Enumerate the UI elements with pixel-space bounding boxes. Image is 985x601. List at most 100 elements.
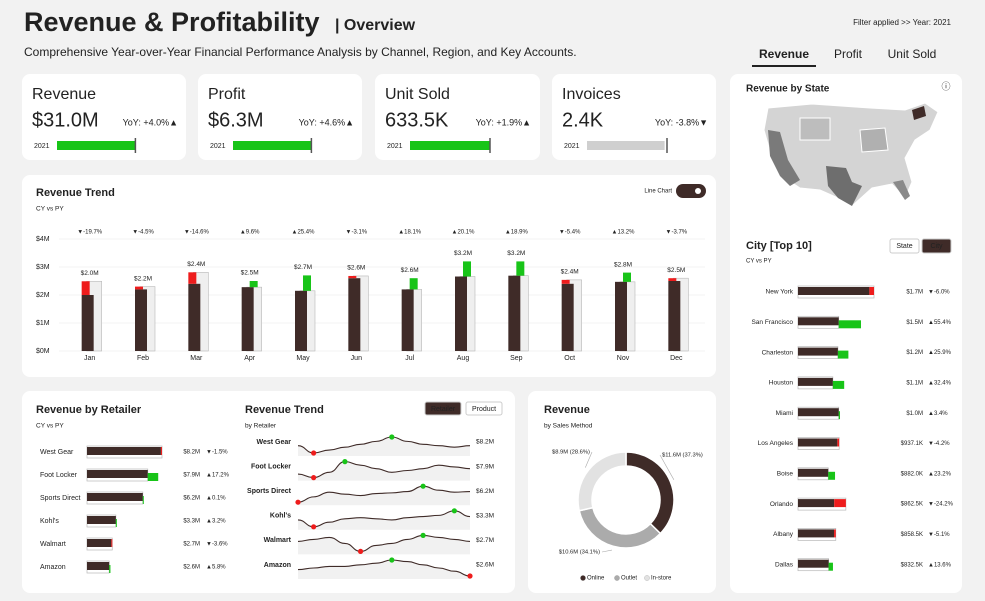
yoy-label: ▲3.4% [928,411,948,417]
legend-label: Outlet [621,576,637,582]
cy-bar [798,468,829,477]
cy-bar [798,408,839,417]
variance-bar [463,261,471,277]
yoy-label: ▼-19.7% [77,230,103,236]
category-label: Walmart [40,541,66,548]
variance-bar [561,279,570,284]
kpi-value: 633.5K [385,109,449,131]
cy-bar [668,281,681,351]
filter-note: Filter applied >> Year: 2021 [853,18,951,27]
toggle-button[interactable] [465,401,503,416]
value-label: $882.0K [901,471,923,477]
chart-title: Revenue [544,404,590,416]
variance-bar [147,473,159,481]
yoy-label: ▲17.2% [206,473,230,479]
yoy-label: ▼-4.2% [928,441,950,447]
sparkline-area [298,486,470,506]
variance-bar [834,499,846,508]
category-label: Boise [777,471,794,478]
sparkline-area [298,560,470,579]
variance-bar [834,529,836,538]
cy-bar [561,283,574,351]
kpi-bar [587,141,665,150]
series-label: $2.7M [476,537,494,544]
cy-bar [87,516,116,524]
variance-bar [81,281,90,295]
map-state [859,127,889,153]
yoy-label: ▲23.2% [928,471,952,477]
cy-bar [508,275,521,351]
min-point [357,548,364,555]
x-tick-label: Jan [84,355,95,362]
toggle-button[interactable] [424,401,462,416]
yoy-label: ▼-5.1% [928,532,950,538]
cy-bar [401,289,414,351]
toggle-button[interactable] [889,238,920,254]
series-name: Sports Direct [247,488,292,495]
kpi-bar [57,141,136,150]
yoy-label: ▲0.1% [206,496,226,502]
legend-swatch [580,575,586,581]
value-label: $2.7M [294,264,312,271]
value-label: $1.1M [906,380,923,386]
kpi-bar [233,141,312,150]
variance-bar [188,272,197,284]
kpi-yoy: YoY: +4.0%▲ [123,117,178,127]
kpi-label: Unit Sold [385,86,450,103]
category-label: Orlando [770,501,794,508]
category-label: Foot Locker [40,472,78,479]
category-label: Albany [773,531,794,538]
variance-bar [623,272,631,282]
value-label: $862.5K [901,502,923,508]
map-state [912,106,926,120]
x-tick-label: Mar [190,355,203,362]
info-icon: ⓘ [941,81,950,91]
value-label: $1.7M [906,290,923,296]
yoy-label: ▲18.9% [505,230,529,236]
series-name: Kohl's [270,513,291,520]
kpi-value: $31.0M [32,109,99,131]
toggle-button-label: Product [472,406,496,413]
y-tick-label: $4M [36,236,50,243]
max-point [389,557,395,563]
cy-bar [455,276,467,351]
variance-bar [348,275,357,279]
cy-bar [87,539,112,547]
yoy-label: ▲25.4% [292,230,316,236]
cy-bar [188,283,201,351]
legend-swatch [644,575,650,581]
kpi-card [22,74,186,160]
map-state [893,180,910,200]
yoy-label: ▲13.2% [612,230,636,236]
category-label: Dallas [775,561,794,568]
min-point [311,524,317,530]
yoy-label: ▲20.1% [452,230,476,236]
kpi-yoy: YoY: +4.6%▲ [299,117,354,127]
value-label: $6.2M [183,496,200,502]
leader-line [601,549,613,553]
legend-swatch [614,575,620,581]
cy-bar [798,347,838,356]
toggle[interactable] [676,184,706,198]
series-label: $8.2M [476,439,494,446]
max-point [389,434,395,440]
toggle-button[interactable] [921,238,952,254]
category-label: Kohl's [40,518,59,525]
series-name: Amazon [264,562,291,569]
variance-bar [109,565,111,573]
variance-bar [837,438,840,447]
slice-label: $10.6M (34.1%) [559,550,600,556]
value-label: $8.2M [183,450,200,456]
variance-bar [516,261,525,276]
sparkline-area [298,461,470,481]
max-point [342,459,348,465]
kpi-card [198,74,362,160]
variance-bar [409,278,418,290]
tab: Profit [834,47,863,61]
geo-card [730,74,962,593]
sparkline-area [298,437,470,456]
kpi-year: 2021 [210,143,226,150]
value-label: $2.8M [614,261,632,268]
kpi-year: 2021 [564,143,580,150]
variance-bar [160,447,162,455]
